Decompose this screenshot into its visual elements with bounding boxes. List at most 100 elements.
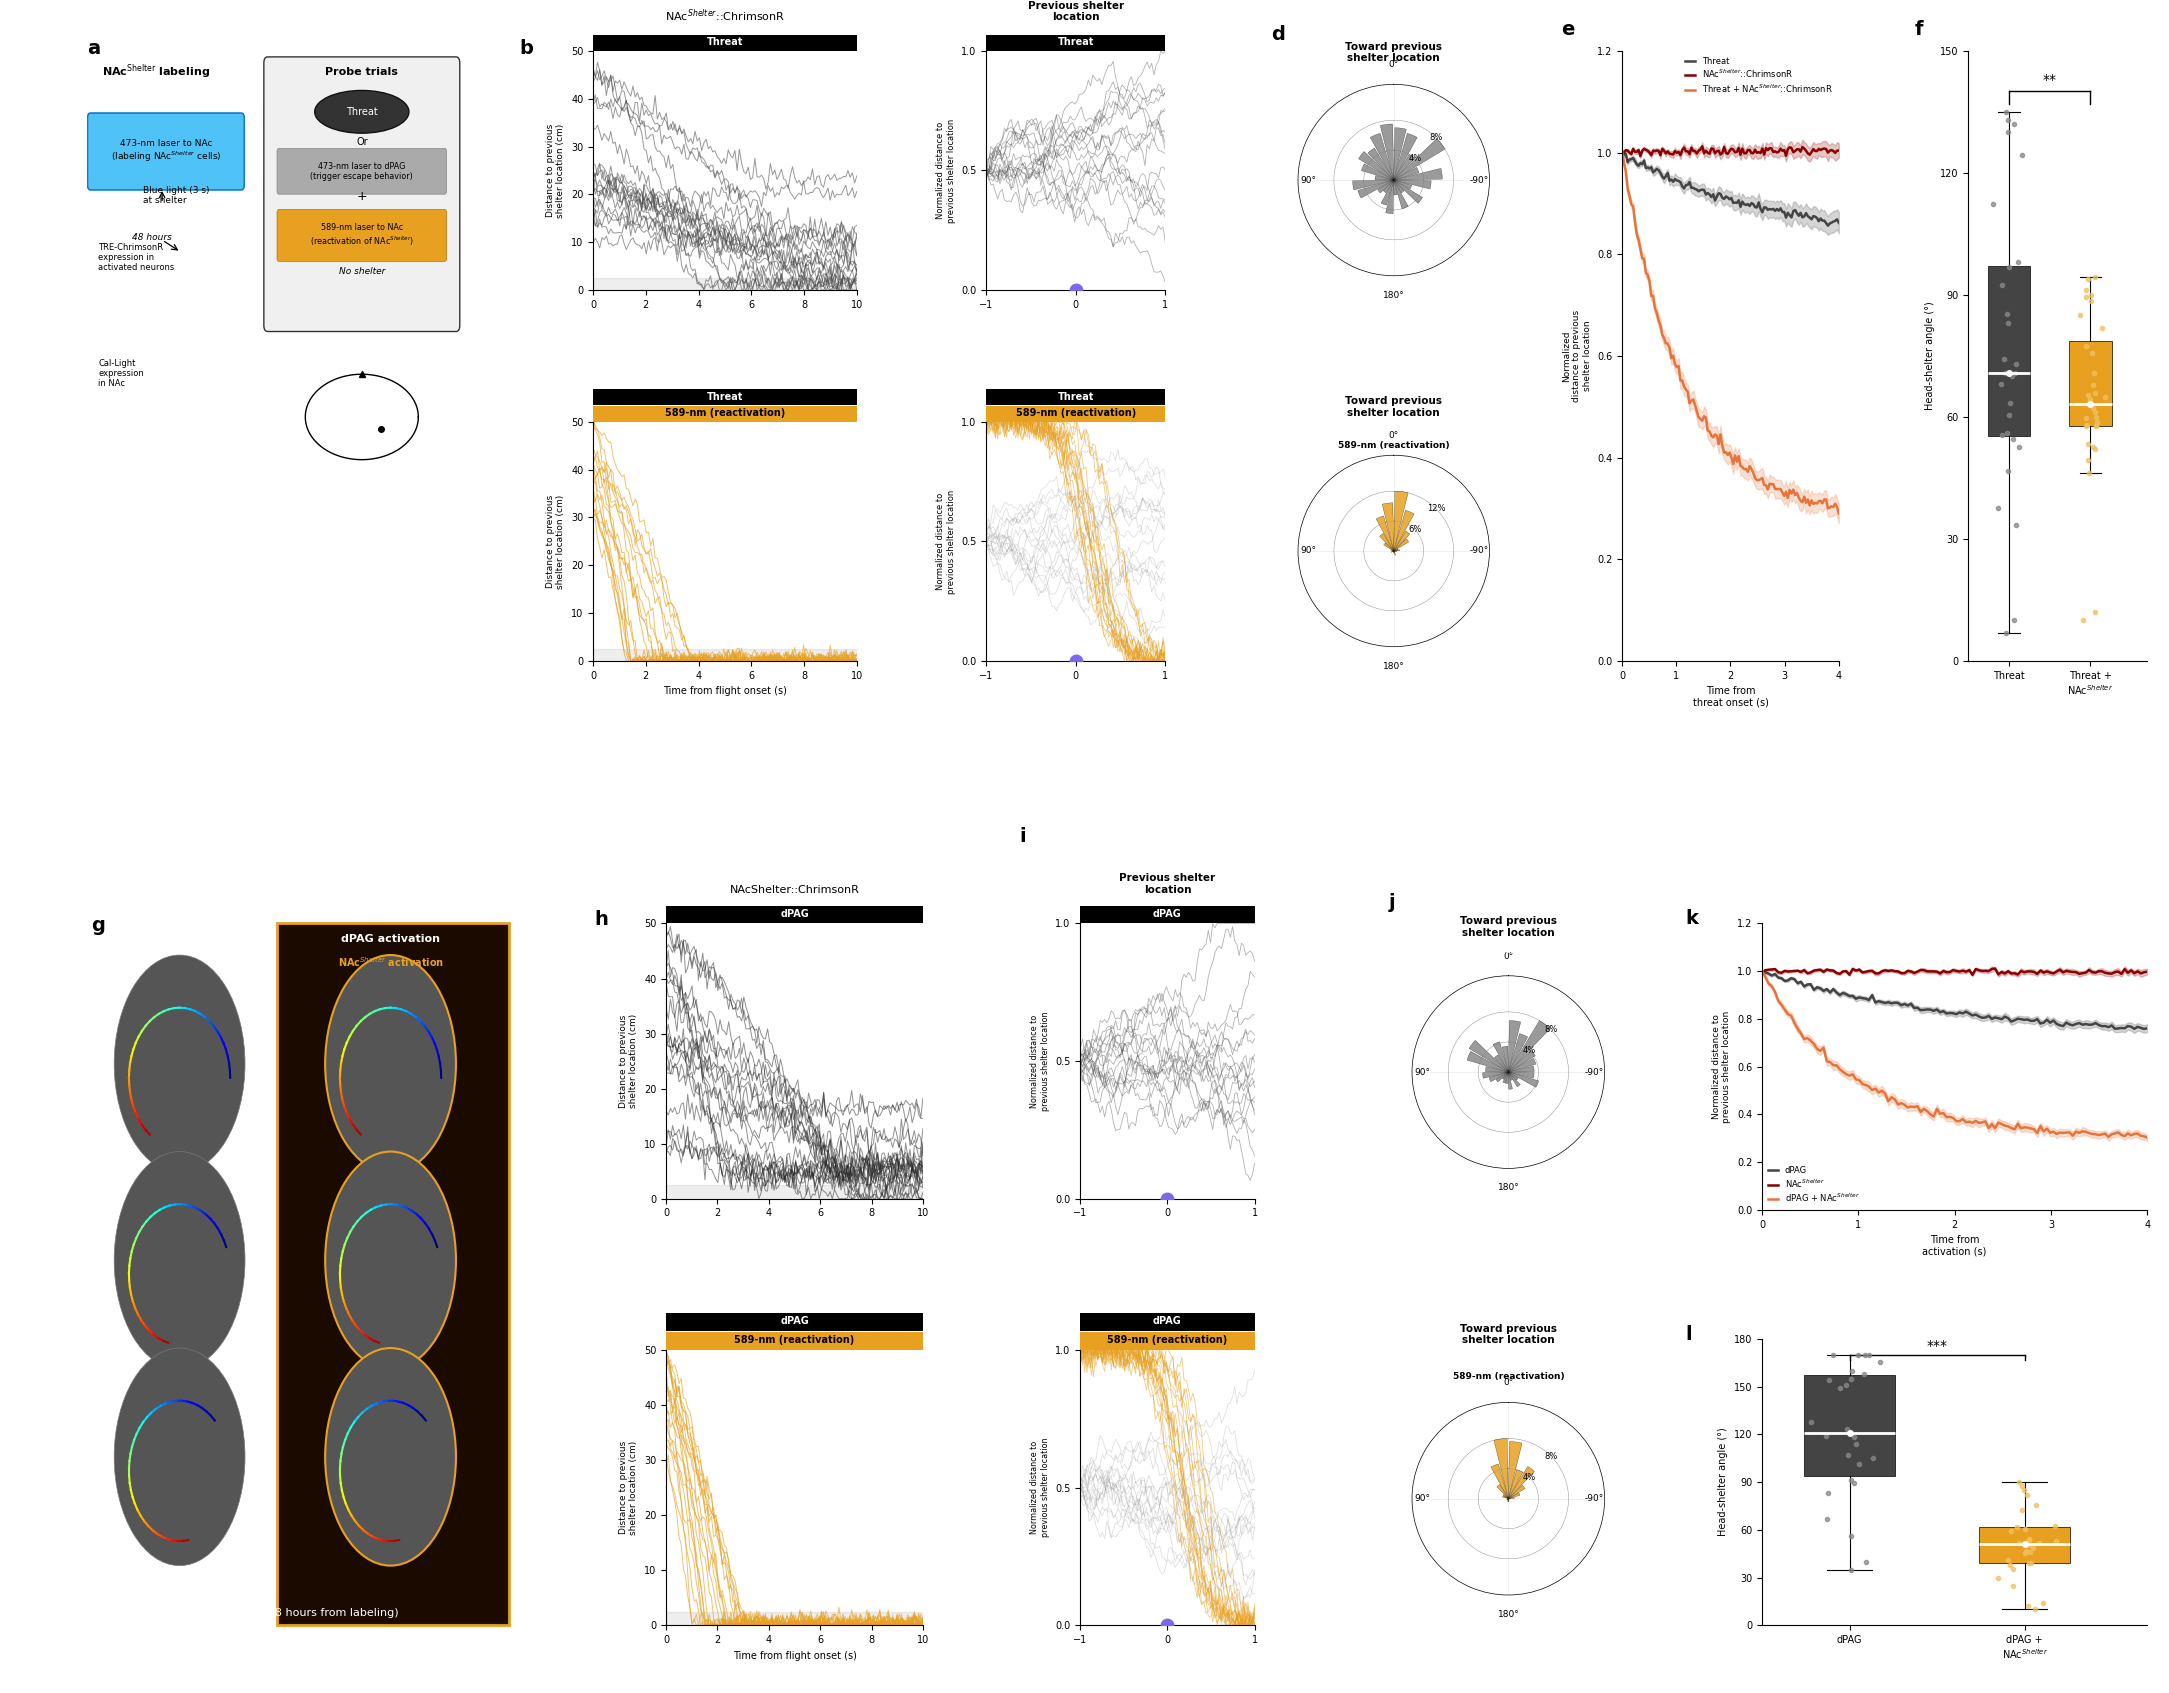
Text: 90°: 90° (1301, 547, 1317, 555)
Text: f: f (1915, 20, 1924, 39)
Bar (1375, 176, 1395, 179)
Bar (592, 36, 857, 51)
Text: h: h (594, 909, 607, 929)
Point (1828, 1415, 1863, 1442)
Text: 8%: 8% (1544, 1024, 1557, 1034)
Point (1987, 359, 2022, 386)
Bar (592, 389, 857, 405)
Bar (1490, 1072, 1507, 1082)
Circle shape (325, 1151, 455, 1370)
Point (1998, 511, 2032, 538)
Bar (1369, 147, 1395, 179)
Point (1995, 110, 2030, 137)
Point (1991, 1546, 2026, 1573)
Point (1991, 254, 2026, 281)
Point (2076, 371, 2110, 398)
Point (2039, 1527, 2074, 1554)
Y-axis label: Head-shelter angle (°): Head-shelter angle (°) (1718, 1427, 1729, 1537)
Point (2078, 435, 2113, 462)
Point (2002, 1468, 2037, 1495)
Point (1991, 107, 2026, 134)
Point (2013, 1525, 2048, 1552)
Text: 12%: 12% (1427, 505, 1445, 513)
Bar (1395, 168, 1442, 179)
Point (1811, 1366, 1846, 1393)
Text: 589-nm (reactivation): 589-nm (reactivation) (1015, 408, 1137, 418)
Point (1985, 273, 2019, 300)
Point (2004, 1497, 2039, 1524)
Text: 4%: 4% (1523, 1473, 1536, 1481)
Point (2069, 381, 2104, 408)
Point (2069, 266, 2104, 293)
Text: g: g (91, 916, 104, 936)
Point (1991, 119, 2026, 146)
Text: NAc$^{Shelter}$ activation: NAc$^{Shelter}$ activation (338, 955, 442, 968)
Point (2006, 1476, 2041, 1503)
Point (2004, 142, 2039, 169)
Point (2076, 340, 2110, 367)
Point (2017, 1534, 2052, 1561)
Bar (1362, 164, 1395, 179)
Y-axis label: Normalized distance to
previous shelter location: Normalized distance to previous shelter … (1030, 1437, 1050, 1537)
Point (2074, 288, 2108, 315)
Point (2022, 1529, 2056, 1556)
Point (2074, 281, 2108, 308)
Circle shape (115, 1348, 245, 1566)
Bar (1371, 134, 1395, 179)
Point (2069, 332, 2104, 359)
Text: j: j (1388, 894, 1395, 913)
PathPatch shape (1805, 1375, 1896, 1476)
Point (2013, 1549, 2048, 1576)
Point (2078, 403, 2113, 430)
Point (2074, 386, 2108, 413)
Point (1991, 310, 2026, 337)
Text: dPAG: dPAG (781, 1315, 809, 1326)
Point (1815, 1341, 1850, 1368)
Bar (1507, 1072, 1512, 1080)
Bar (1507, 1058, 1536, 1072)
Bar (1080, 1332, 1254, 1349)
Point (1811, 1480, 1846, 1507)
Text: -90°: -90° (1468, 176, 1488, 185)
Y-axis label: Head-shelter angle (°): Head-shelter angle (°) (1924, 301, 1935, 410)
Bar (1503, 1497, 1507, 1498)
Point (2008, 1537, 2043, 1564)
Text: Toward previous
shelter location: Toward previous shelter location (1460, 1324, 1557, 1346)
Bar (1377, 179, 1395, 193)
Point (1837, 1424, 1872, 1451)
Text: Threat: Threat (1058, 37, 1093, 47)
Bar (592, 278, 857, 290)
Y-axis label: Normalized distance to
previous shelter location: Normalized distance to previous shelter … (1711, 1011, 1731, 1122)
Bar (1080, 1312, 1254, 1331)
Text: ***: *** (1926, 1339, 1948, 1353)
Text: dPAG: dPAG (1154, 909, 1182, 919)
Y-axis label: Normalized distance to
previous shelter location: Normalized distance to previous shelter … (1030, 1011, 1050, 1111)
Text: No shelter: No shelter (338, 266, 386, 276)
Text: 589-nm (reactivation): 589-nm (reactivation) (666, 408, 785, 418)
PathPatch shape (1987, 266, 2030, 437)
Point (1846, 1361, 1881, 1388)
Point (2076, 359, 2110, 386)
Point (1833, 1556, 1868, 1583)
Text: dPAG activation: dPAG activation (139, 935, 239, 945)
Bar (1384, 179, 1395, 193)
Point (2076, 433, 2110, 460)
Text: l: l (1685, 1324, 1692, 1344)
Bar (666, 1185, 924, 1199)
Text: Blue light (3 s)
at shelter: Blue light (3 s) at shelter (143, 186, 210, 205)
Point (1991, 401, 2026, 428)
Text: 48 hours: 48 hours (132, 234, 171, 242)
Point (2069, 278, 2104, 305)
Bar (1395, 179, 1408, 208)
Y-axis label: Distance to previous
shelter location (cm): Distance to previous shelter location (c… (547, 124, 566, 218)
Bar (666, 1332, 924, 1349)
Point (2013, 1539, 2048, 1566)
Bar (1395, 179, 1412, 190)
Bar (1395, 179, 1403, 193)
Text: Threat: Threat (345, 107, 377, 117)
Point (1833, 1365, 1868, 1392)
Text: -90°: -90° (1583, 1068, 1603, 1077)
Bar (666, 1312, 924, 1331)
Point (1831, 1442, 1865, 1470)
Bar (1497, 1485, 1507, 1498)
